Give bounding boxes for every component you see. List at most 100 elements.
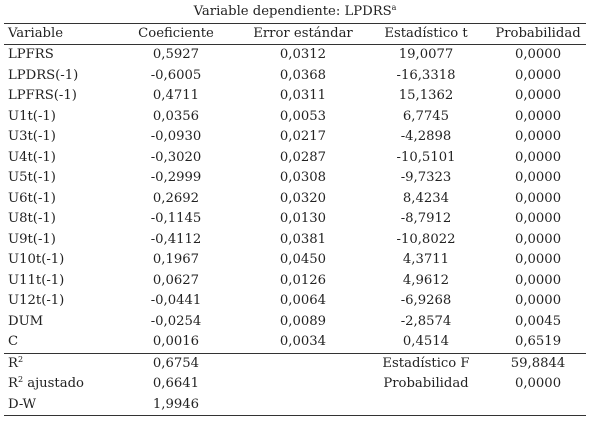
value-cell: -6,9268 [400,293,452,308]
table-row: U1t(-1) 0,0356 0,0053 6,7745 0,0000 [4,107,586,128]
value-cell: -0,6005 [150,67,202,83]
statistic-label-secondary: Estadístico F [362,352,490,374]
value-cell: -2,8574 [400,313,452,329]
coefficient-rows: LPFRS 0,5927 0,0312 19,0077 0,0000 LPDRS(-1) -… [4,45,586,354]
value-cell: 0,0381 [279,231,327,247]
value-cell: 8,4234 [402,190,450,206]
statistic-value-secondary [490,394,587,416]
value-cell: 0,1967 [152,252,200,267]
table-row: DUM -0,0254 0,0089 -2,8574 0,0045 [4,312,586,333]
statistic-label-secondary [362,394,490,416]
value-cell: 0,2692 [152,190,200,206]
empty-cell [244,394,362,416]
table-title-row: Variable dependiente: LPDRSa [4,2,587,24]
table-title-text: Variable dependiente: LPDRS [193,4,392,19]
variable-name-cell: U5t(-1) [8,170,56,185]
variable-name-cell: LPDRS(-1) [8,67,79,83]
value-cell: 0,0089 [279,313,327,329]
value-cell: -9,7323 [400,170,452,185]
value-cell: 0,0000 [514,231,562,247]
value-cell: 0,0000 [514,108,562,124]
value-cell: 0,0308 [279,170,327,185]
table-row: LPFRS(-1) 0,4711 0,0311 15,1362 0,0000 [4,86,586,107]
table-row: U8t(-1) -0,1145 0,0130 -8,7912 0,0000 [4,209,586,230]
statistic-label: D-W [4,394,108,416]
value-cell: -0,0254 [150,313,202,329]
value-cell: 0,0000 [514,170,562,185]
column-header: Variable [4,23,108,45]
table-row: U9t(-1) -0,4112 0,0381 -10,8022 0,0000 [4,230,586,251]
statistic-value: 1,9946 [108,394,244,416]
value-cell: 0,0034 [279,334,327,349]
value-cell: 0,4514 [402,334,450,349]
statistic-label-superscript: 2 [17,375,24,384]
value-cell: 0,4711 [152,88,200,103]
statistics-row: R2 ajustado 0,6641 Probabilidad 0,0000 [4,374,586,395]
value-cell: 0,0000 [514,211,562,226]
statistic-value-secondary: 59,8844 [490,352,587,374]
table-row: U5t(-1) -0,2999 0,0308 -9,7323 0,0000 [4,168,586,189]
value-cell: 0,0627 [152,272,200,288]
statistic-label-text: R [8,355,18,371]
value-cell: 0,0450 [279,252,327,267]
value-cell: 4,3711 [402,252,450,267]
variable-name-cell: U10t(-1) [8,252,65,267]
value-cell: 0,0217 [279,129,327,144]
table-row: U10t(-1) 0,1967 0,0450 4,3711 0,0000 [4,250,586,271]
variable-name-cell: U3t(-1) [8,129,56,144]
value-cell: 0,0053 [279,108,327,124]
variable-name-cell: LPFRS(-1) [8,88,77,103]
table-row: U11t(-1) 0,0627 0,0126 4,9612 0,0000 [4,271,586,292]
value-cell: 0,0320 [279,190,327,206]
variable-name-cell: U6t(-1) [8,190,56,206]
statistic-label-text: R [8,376,18,391]
value-cell: 0,0016 [152,334,200,349]
regression-table: Variable dependiente: LPDRSa Variable Coe… [4,2,587,416]
statistic-label-secondary: Probabilidad [383,376,469,391]
value-cell: 0,0000 [514,88,562,103]
value-cell: -0,0441 [150,293,202,308]
value-cell: -4,2898 [400,129,452,144]
value-cell: 0,0064 [279,293,327,308]
statistic-value: 0,6754 [108,352,244,374]
statistics-row: D-W 1,9946 [4,394,587,416]
variable-name-cell: U11t(-1) [8,272,65,288]
table-title-superscript: a [391,3,397,12]
variable-name-cell: U9t(-1) [8,231,56,247]
table-row: U6t(-1) 0,2692 0,0320 8,4234 0,0000 [4,189,586,210]
value-cell: 0,0130 [279,211,327,226]
value-cell: -0,3020 [150,149,202,165]
value-cell: 0,0287 [279,149,327,165]
value-cell: 0,0311 [279,88,327,103]
table-row: LPFRS 0,5927 0,0312 19,0077 0,0000 [4,45,586,66]
value-cell: 0,0356 [152,108,200,124]
value-cell: 0,0000 [514,252,562,267]
value-cell: 0,0000 [514,129,562,144]
variable-name-cell: U12t(-1) [8,293,65,308]
value-cell: 0,0000 [514,149,562,165]
value-cell: 6,7745 [402,108,450,124]
variable-name-cell: U8t(-1) [8,211,56,226]
variable-name-cell: U4t(-1) [8,149,56,165]
value-cell: 15,1362 [398,88,454,103]
column-header-row: Variable Coeficiente Error estándar Estadís… [4,23,587,45]
variable-name-cell: U1t(-1) [8,108,56,124]
value-cell: 0,0000 [514,293,562,308]
statistic-label: R2 ajustado [4,374,108,395]
table-row: U4t(-1) -0,3020 0,0287 -10,5101 0,0000 [4,148,586,169]
value-cell: -10,5101 [396,149,456,165]
value-cell: 0,0000 [514,272,562,288]
value-cell: -10,8022 [396,231,456,247]
statistic-label-text: D-W [8,396,37,412]
value-cell: 0,0126 [279,272,327,288]
value-cell: 0,0045 [514,313,562,329]
statistic-label-suffix: ajustado [23,376,84,391]
empty-cell [244,352,362,374]
value-cell: -8,7912 [400,211,452,226]
value-cell: -0,4112 [150,231,202,247]
statistic-label-superscript: 2 [17,354,24,364]
value-cell: -16,3318 [396,67,456,83]
column-header: Probabilidad [490,23,587,45]
value-cell: -0,2999 [150,170,202,185]
value-cell: 0,0000 [514,67,562,83]
